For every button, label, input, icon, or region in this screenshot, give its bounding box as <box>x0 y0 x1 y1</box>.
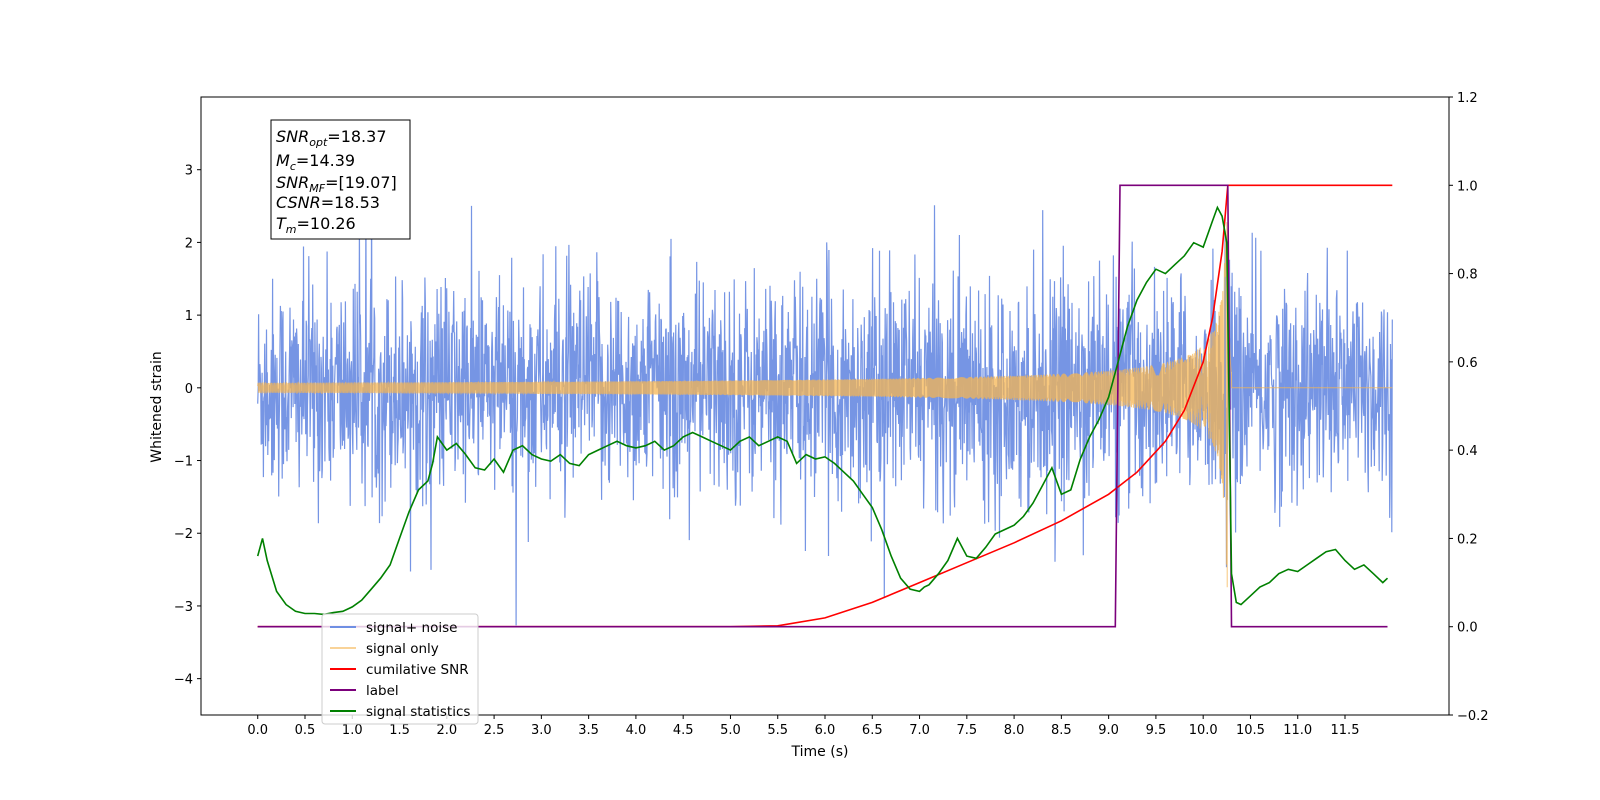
annotation-mc: Mc=14.39 <box>276 151 355 173</box>
x-tick-label: 0.5 <box>295 723 316 738</box>
x-axis: 0.0 0.5 1.0 1.5 2.0 2.5 3.0 3.5 4.0 4.5 5.0 5.5 6.0 6… <box>247 715 1359 738</box>
series-line-0 <box>257 184 1393 628</box>
y2-tick-label: 0.6 <box>1457 356 1478 371</box>
annotation-tm: Tm=10.26 <box>276 214 356 236</box>
y-axis-right: −0.2 0.0 0.2 0.4 0.6 0.8 1.0 1.2 <box>1449 91 1489 724</box>
line-series-group <box>256 184 1393 628</box>
x-tick-label: 3.0 <box>531 723 552 738</box>
x-tick-label: 11.0 <box>1283 723 1312 738</box>
x-tick-label: 7.5 <box>956 723 977 738</box>
x-tick-label: 9.0 <box>1098 723 1119 738</box>
x-tick-label: 8.0 <box>1004 723 1025 738</box>
y-tick-label: 2 <box>185 236 193 251</box>
x-tick-label: 0.0 <box>247 723 268 738</box>
x-tick-label: 6.0 <box>815 723 836 738</box>
legend-entry: label <box>366 683 399 699</box>
x-tick-label: 9.5 <box>1146 723 1167 738</box>
x-tick-label: 6.5 <box>862 723 883 738</box>
legend-box <box>321 613 479 725</box>
y2-tick-label: −0.2 <box>1457 709 1489 724</box>
x-tick-label: 2.0 <box>436 723 457 738</box>
y2-tick-label: 0.8 <box>1457 268 1478 283</box>
x-tick-label: 4.5 <box>673 723 694 738</box>
chirp-trace <box>257 222 1393 588</box>
y2-tick-label: 0.0 <box>1457 621 1478 636</box>
x-tick-label: 11.5 <box>1331 723 1360 738</box>
y-tick-label: −1 <box>174 455 193 470</box>
legend: signal+ noise signal only cumilative SNR la… <box>321 613 479 725</box>
x-tick-label: 4.0 <box>626 723 647 738</box>
legend-entry: signal+ noise <box>366 620 457 636</box>
series-line-1 <box>257 184 1388 628</box>
annotation-snr-opt: SNRopt=18.37 <box>276 127 387 149</box>
y-tick-label: 3 <box>185 164 193 179</box>
annotation-csnr: CSNR=18.53 <box>276 193 380 212</box>
y-tick-label: −2 <box>174 527 193 542</box>
legend-entry: cumilative SNR <box>366 662 469 678</box>
annotation-snr-mf: SNRMF=[19.07] <box>276 173 397 195</box>
y-axis-label: Whitened strain <box>149 351 165 462</box>
y-tick-label: −3 <box>174 600 193 615</box>
legend-entry: signal only <box>366 641 439 657</box>
x-tick-label: 8.5 <box>1051 723 1072 738</box>
x-tick-label: 1.5 <box>389 723 410 738</box>
chirp-series <box>257 222 1393 588</box>
x-tick-label: 1.0 <box>342 723 363 738</box>
x-tick-label: 2.5 <box>484 723 505 738</box>
series-line-2 <box>256 205 1389 616</box>
x-tick-label: 3.5 <box>578 723 599 738</box>
y2-tick-label: 1.0 <box>1457 179 1478 194</box>
x-tick-label: 10.0 <box>1189 723 1218 738</box>
x-tick-label: 7.0 <box>909 723 930 738</box>
y2-tick-label: 0.2 <box>1457 532 1478 547</box>
x-tick-label: 5.0 <box>720 723 741 738</box>
y-tick-label: −4 <box>174 673 193 688</box>
legend-entry: signal statistics <box>366 704 470 720</box>
y2-tick-label: 0.4 <box>1457 444 1478 459</box>
y-tick-label: 0 <box>185 382 193 397</box>
metrics-annotation-box: SNRopt=18.37 Mc=14.39 SNRMF=[19.07] CSNR… <box>270 119 411 240</box>
x-tick-label: 5.5 <box>767 723 788 738</box>
x-axis-label: Time (s) <box>791 744 849 760</box>
x-tick-label: 10.5 <box>1236 723 1265 738</box>
y2-tick-label: 1.2 <box>1457 91 1478 106</box>
y-tick-label: 1 <box>185 309 193 324</box>
y-axis-left: −4 −3 −2 −1 0 1 2 3 <box>174 164 201 688</box>
